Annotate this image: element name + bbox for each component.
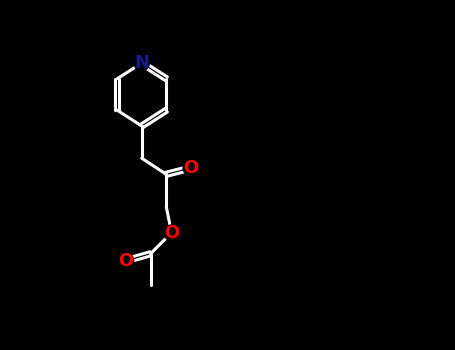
Text: N: N [134,54,149,72]
Text: O: O [118,252,134,270]
Circle shape [164,225,179,240]
Text: O: O [164,224,179,242]
Circle shape [118,253,134,268]
Text: O: O [183,159,198,177]
Circle shape [134,55,149,71]
Circle shape [183,160,198,176]
